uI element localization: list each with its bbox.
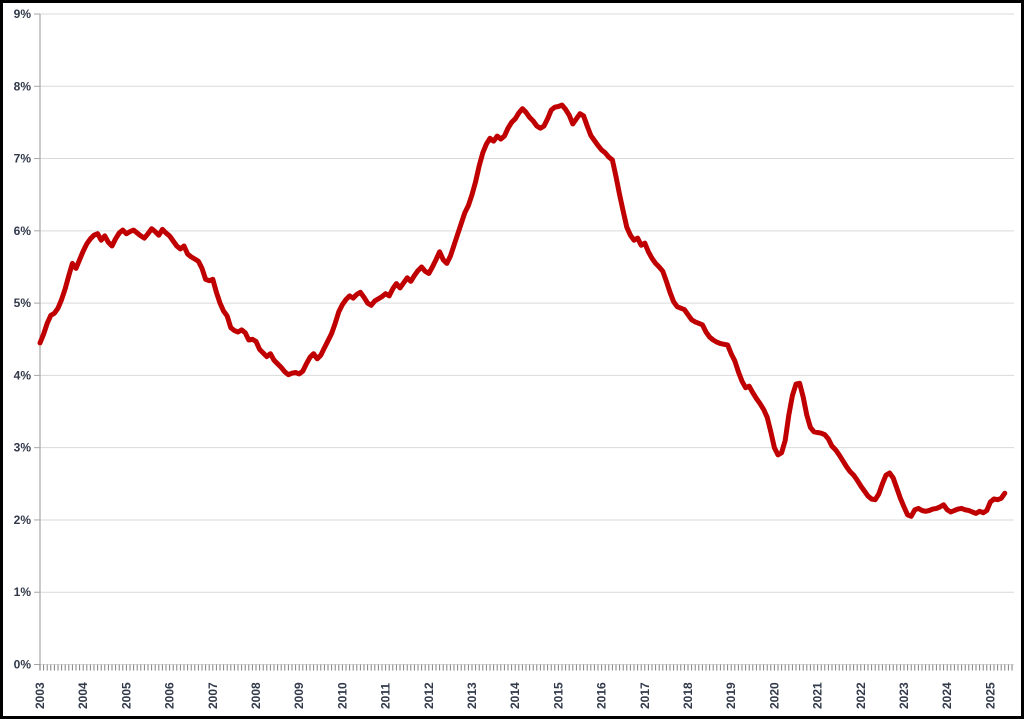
y-axis-label: 1% — [14, 585, 32, 599]
y-axis-label: 4% — [14, 368, 32, 382]
y-axis-label: 7% — [14, 152, 32, 166]
x-axis-year-label: 2013 — [465, 682, 479, 709]
unemployment-series-line — [37, 102, 1008, 519]
x-axis-year-label: 2004 — [76, 682, 90, 709]
x-axis-year-label: 2024 — [940, 682, 954, 709]
y-axis-label: 3% — [14, 441, 32, 455]
y-axis-label: 8% — [14, 79, 32, 93]
x-axis-year-label: 2005 — [119, 682, 133, 709]
x-axis-year-label: 2025 — [983, 682, 997, 709]
x-axis-year-label: 2023 — [897, 682, 911, 709]
x-axis-year-label: 2012 — [422, 682, 436, 709]
x-axis-year-label: 2003 — [33, 682, 47, 709]
y-axis-label: 6% — [14, 224, 32, 238]
x-axis-year-label: 2016 — [595, 682, 609, 709]
y-axis-label: 9% — [14, 7, 32, 21]
x-axis-year-label: 2006 — [163, 682, 177, 709]
x-axis-year-label: 2015 — [551, 682, 565, 709]
x-axis-year-label: 2010 — [335, 682, 349, 709]
x-axis-year-label: 2014 — [508, 682, 522, 709]
x-axis-year-label: 2009 — [292, 682, 306, 709]
y-axis-label: 0% — [14, 658, 32, 672]
x-axis-year-label: 2008 — [249, 682, 263, 709]
x-axis-year-label: 2022 — [854, 682, 868, 709]
y-axis-label: 5% — [14, 296, 32, 310]
x-axis-year-label: 2020 — [767, 682, 781, 709]
x-axis-year-label: 2011 — [379, 683, 393, 709]
unemployment-line-chart: 0% 1% 2% 3% 4% 5% 6% 7% 8% 9% 2003 2004 2005 2006 2007… — [14, 7, 1014, 709]
y-axis-label: 2% — [14, 513, 32, 527]
x-axis-year-label: 2019 — [724, 682, 738, 709]
x-axis-year-label: 2021 — [811, 682, 825, 709]
x-axis-year-label: 2007 — [206, 682, 220, 709]
x-axis-year-label: 2017 — [638, 682, 652, 709]
x-axis-year-label: 2018 — [681, 682, 695, 709]
